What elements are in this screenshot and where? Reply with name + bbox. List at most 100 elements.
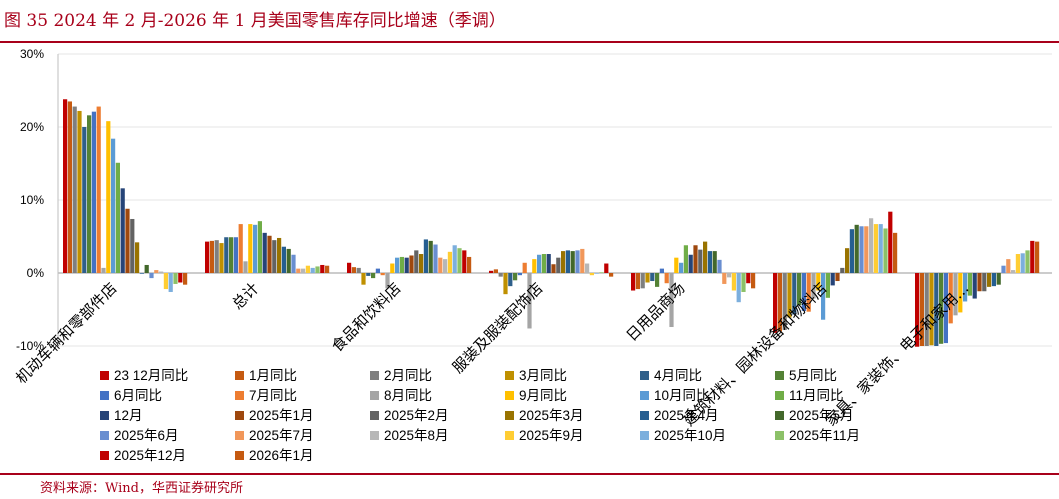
bar: [972, 273, 977, 299]
bar: [731, 273, 736, 291]
bar: [462, 250, 467, 273]
bar: [934, 273, 939, 346]
bar: [683, 245, 688, 273]
x-category-label: 服装及服装配饰店: [449, 279, 547, 377]
bar: [893, 232, 898, 273]
bar: [248, 224, 253, 273]
bar: [513, 273, 518, 281]
legend-swatch: [505, 411, 514, 420]
bar: [859, 226, 864, 273]
bar: [712, 251, 717, 273]
y-axis: -10% 0% 10% 20% 30%: [16, 47, 59, 353]
bar: [631, 273, 636, 291]
bar: [967, 273, 972, 296]
bar: [580, 248, 585, 273]
bar: [727, 273, 732, 278]
legend-label: 1月同比: [249, 368, 297, 383]
bar: [106, 121, 111, 273]
bar: [310, 267, 315, 273]
bar: [385, 273, 390, 289]
bar: [751, 273, 756, 289]
bar: [419, 254, 424, 273]
bar: [517, 273, 522, 276]
legend-label: 2025年5月: [789, 408, 854, 423]
legend-item: 23 12月同比: [100, 368, 188, 383]
bar: [82, 127, 87, 273]
legend-label: 9月同比: [519, 388, 567, 403]
legend-item: 2025年4月: [640, 408, 719, 423]
legend-label: 2025年3月: [519, 408, 584, 423]
bar: [209, 240, 214, 273]
bar: [693, 245, 698, 273]
bar: [96, 106, 101, 273]
bar: [296, 268, 301, 273]
bar: [825, 273, 830, 298]
legend-swatch: [640, 371, 649, 380]
bar: [864, 226, 869, 273]
bar: [91, 111, 96, 273]
y-tick-label: -10%: [16, 339, 44, 353]
legend-swatch: [370, 391, 379, 400]
legend-swatch: [235, 371, 244, 380]
bar: [447, 251, 452, 273]
bar: [101, 267, 106, 273]
bar: [674, 257, 679, 273]
bar: [816, 273, 821, 291]
bar: [845, 248, 850, 273]
y-tick-label: 30%: [20, 47, 44, 61]
bar: [939, 273, 944, 344]
footer-rule: [0, 473, 1059, 475]
bar: [878, 224, 883, 273]
bar: [111, 138, 116, 273]
source-note: 资料来源：Wind，华西证券研究所: [40, 481, 243, 496]
bar: [948, 273, 953, 324]
bar: [840, 267, 845, 273]
y-axis-gridlines: [58, 53, 1052, 347]
legend-label: 5月同比: [789, 368, 837, 383]
legend-label: 2025年4月: [654, 408, 719, 423]
bar: [77, 110, 82, 273]
bar: [130, 218, 135, 273]
y-tick-label: 10%: [20, 193, 44, 207]
legend-label: 2026年1月: [249, 448, 314, 463]
bar: [707, 251, 712, 273]
bar: [888, 211, 893, 273]
bar: [645, 273, 650, 283]
bar: [238, 224, 243, 273]
bar: [883, 228, 888, 273]
bar-chart: -10%0%10%20%30% 机动车辆和零部件店 总计 食品和饮料店 服装及服装配饰…: [12, 47, 1052, 463]
bar: [443, 259, 448, 273]
bar: [173, 273, 178, 284]
bar: [919, 273, 924, 346]
title-rule: [0, 41, 1059, 43]
bar: [163, 273, 168, 290]
bar: [556, 257, 561, 273]
bar: [741, 273, 746, 292]
bar: [205, 241, 210, 273]
legend-swatch: [640, 391, 649, 400]
bar: [301, 268, 306, 273]
bar: [722, 273, 727, 284]
bar: [640, 273, 645, 289]
bar: [139, 273, 144, 274]
legend-swatch: [100, 371, 109, 380]
bar: [1015, 254, 1020, 273]
bar: [688, 254, 693, 273]
bar: [924, 273, 929, 346]
legend-swatch: [775, 411, 784, 420]
legend-swatch: [505, 431, 514, 440]
bar: [830, 273, 835, 286]
bar: [982, 273, 987, 292]
legend-item: 2026年1月: [235, 448, 314, 463]
legend-swatch: [640, 411, 649, 420]
x-category-label: 食品和饮料店: [328, 279, 404, 355]
bar: [782, 273, 787, 330]
bar: [320, 264, 325, 273]
legend-label: 2025年7月: [249, 428, 314, 443]
bar: [347, 262, 352, 273]
bar: [243, 261, 248, 273]
legend-label: 2月同比: [384, 368, 432, 383]
bar: [594, 273, 599, 274]
bar: [565, 250, 570, 273]
legend-swatch: [505, 371, 514, 380]
